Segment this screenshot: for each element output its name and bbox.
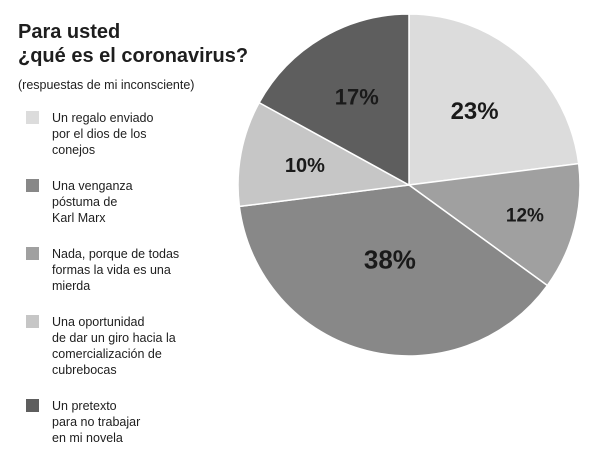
pie-slice <box>258 13 410 187</box>
chart-subtitle: (respuestas de mi inconsciente) <box>18 78 195 92</box>
slice-value-label: 23% <box>451 98 499 125</box>
legend-label: Una venganza póstuma de Karl Marx <box>52 179 133 225</box>
slice-value-label: 12% <box>506 205 544 226</box>
legend-label: Una oportunidad de dar un giro hacia la … <box>52 315 176 377</box>
legend-item: Un regalo enviado por el dios de los con… <box>26 110 153 158</box>
slice-value-label: 10% <box>285 155 325 177</box>
pie-slice <box>238 184 549 357</box>
legend-swatch <box>26 247 39 260</box>
chart-title: Para usted ¿qué es el coronavirus? <box>18 20 248 68</box>
legend-item: Un pretexto para no trabajar en mi novel… <box>26 398 140 446</box>
legend-item: Nada, porque de todas formas la vida es … <box>26 246 179 294</box>
legend-item: Una oportunidad de dar un giro hacia la … <box>26 314 176 378</box>
pie-slice <box>237 101 412 208</box>
legend-item: Una venganza póstuma de Karl Marx <box>26 178 133 226</box>
chart-title-line-2: ¿qué es el coronavirus? <box>18 45 249 67</box>
pie-slice <box>407 162 581 287</box>
legend-swatch <box>26 111 39 124</box>
slice-value-label: 38% <box>364 245 416 275</box>
legend-swatch <box>26 315 39 328</box>
slice-value-label: 17% <box>335 84 379 109</box>
chart-title-line-1: Para usted <box>18 21 121 43</box>
legend-swatch <box>26 399 39 412</box>
legend-label: Nada, porque de todas formas la vida es … <box>52 247 180 293</box>
legend-swatch <box>26 179 39 192</box>
pie-slice <box>408 13 580 186</box>
legend-label: Un pretexto para no trabajar en mi novel… <box>52 399 141 445</box>
legend-label: Un regalo enviado por el dios de los con… <box>52 111 154 157</box>
